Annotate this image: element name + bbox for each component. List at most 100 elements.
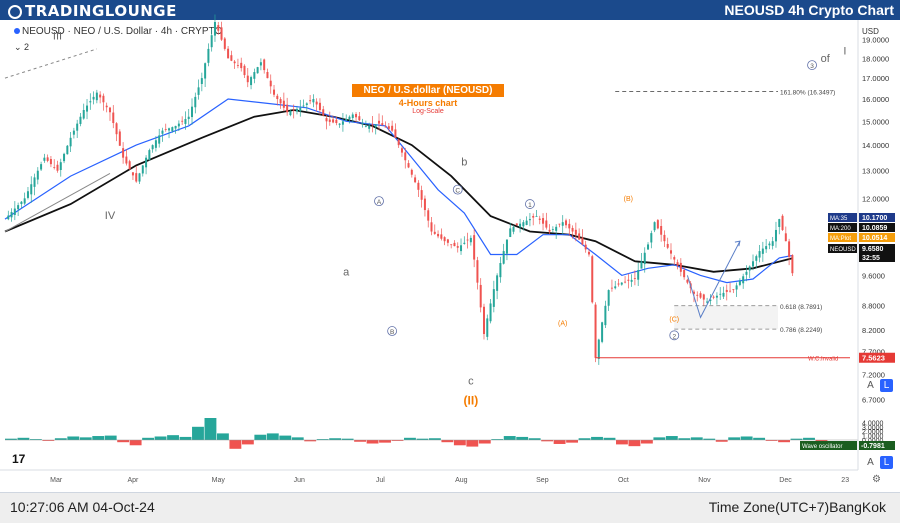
indicator-count[interactable]: ⌄ 2 — [14, 42, 30, 52]
candle-body — [335, 119, 338, 124]
candle-body — [66, 145, 69, 155]
candle-body — [719, 293, 722, 295]
candle-body — [368, 125, 371, 129]
settings-gear-icon[interactable]: ⚙ — [872, 474, 881, 485]
oscillator-bar — [803, 437, 815, 440]
wave-label: III — [53, 31, 62, 43]
price-tag-value: 9.6580 — [862, 246, 884, 253]
candle-body — [456, 246, 459, 248]
candle-body — [633, 278, 636, 279]
oscillator-bar — [478, 440, 491, 444]
oscillator-bar — [17, 437, 30, 440]
candle-body — [781, 215, 784, 230]
x-tick-label: Mar — [50, 477, 63, 484]
candle-body — [607, 290, 610, 306]
candle-body — [273, 89, 276, 95]
candle-body — [95, 92, 98, 101]
y-tick-label: 16.0000 — [862, 95, 889, 104]
price-tag-name-bg — [828, 213, 857, 222]
candle-body — [59, 162, 62, 171]
candle-body — [30, 184, 33, 195]
candle-body — [591, 256, 594, 303]
candle-body — [706, 301, 709, 303]
candle-body — [778, 219, 781, 227]
candle-body — [515, 223, 518, 226]
candle-body — [315, 101, 318, 105]
ma35-line — [4, 98, 793, 284]
wave-label: IV — [105, 210, 116, 222]
candle-body — [742, 276, 745, 284]
timestamp: 10:27:06 AM 04-Oct-24 — [10, 499, 155, 515]
candle-body — [351, 114, 354, 119]
candle-body — [473, 235, 476, 260]
candle-body — [292, 109, 295, 111]
symbol-line[interactable]: NEOUSD · NEO / U.S. Dollar · 4h · CRYPTO — [14, 26, 222, 37]
candle-body — [122, 148, 125, 158]
oscillator-bar — [428, 438, 441, 440]
wave-label-circle — [387, 326, 398, 336]
oscillator-bar — [466, 440, 479, 447]
oscillator-bar — [379, 440, 391, 443]
candle-body — [266, 71, 269, 79]
overlay-scale: Log-Scale — [412, 108, 444, 115]
price-tag-bg — [859, 223, 895, 232]
trend-line-upper — [4, 48, 98, 79]
price-tag-bg — [859, 233, 895, 242]
candle-body — [92, 96, 95, 100]
candle-body — [774, 229, 777, 242]
oscillator-bar — [404, 437, 416, 440]
candle-body — [738, 280, 741, 285]
wave-label: (A) — [558, 321, 567, 328]
candle-body — [479, 284, 482, 308]
y-tick-label: 7.2000 — [862, 371, 885, 380]
candle-body — [220, 27, 223, 40]
candle-body — [683, 269, 686, 278]
candle-body — [299, 107, 302, 112]
candle-body — [138, 173, 141, 182]
oscillator-bar — [5, 438, 17, 440]
candle-body — [548, 229, 551, 232]
candle-body — [522, 222, 525, 227]
oscillator-bar — [67, 436, 80, 440]
wave-label: 3 — [810, 63, 814, 70]
candle-body — [450, 244, 453, 246]
candle-body — [148, 150, 151, 161]
oscillator-bar — [42, 440, 55, 441]
price-chart[interactable]: 161.80% (16.3497) 0.618 (8.7891) 0.786 (8.… — [0, 0, 900, 492]
candle-body — [328, 119, 331, 122]
candle-body — [482, 306, 485, 335]
candle-body — [663, 234, 666, 242]
price-tag-value: 10.1700 — [862, 215, 887, 222]
candle-body — [118, 131, 121, 146]
candle-body — [49, 159, 52, 165]
candle-body — [414, 177, 417, 183]
fib-level-label: 0.786 (8.2249) — [780, 327, 822, 334]
candle-body — [679, 262, 682, 272]
candle-body — [125, 156, 128, 164]
candle-body — [640, 261, 643, 269]
candle-body — [282, 100, 285, 108]
invalidation-price-tag — [859, 352, 895, 363]
candle-body — [709, 299, 712, 301]
wave-label-circle — [525, 199, 535, 209]
candle-body — [332, 119, 335, 123]
candle-body — [519, 223, 522, 228]
oscillator-bar — [29, 439, 42, 440]
oscillator-bar — [167, 435, 179, 440]
candle-body — [768, 243, 771, 246]
candle-body — [240, 62, 243, 69]
overlay-title: NEO / U.S.dollar (NEOUSD) — [352, 84, 504, 97]
candle-body — [489, 303, 492, 322]
candle-body — [558, 223, 561, 225]
candle-body — [305, 103, 308, 105]
candle-body — [568, 223, 571, 229]
oscillator-bar — [665, 436, 678, 440]
osc-log-button[interactable]: L — [880, 456, 893, 469]
osc-auto-button[interactable]: A — [867, 457, 874, 468]
target-zone — [674, 305, 778, 329]
oscillator-bar — [528, 438, 541, 440]
candle-body — [250, 77, 253, 86]
log-scale-button[interactable]: L — [880, 379, 893, 392]
candle-body — [312, 99, 315, 103]
auto-scale-button[interactable]: A — [867, 380, 874, 391]
